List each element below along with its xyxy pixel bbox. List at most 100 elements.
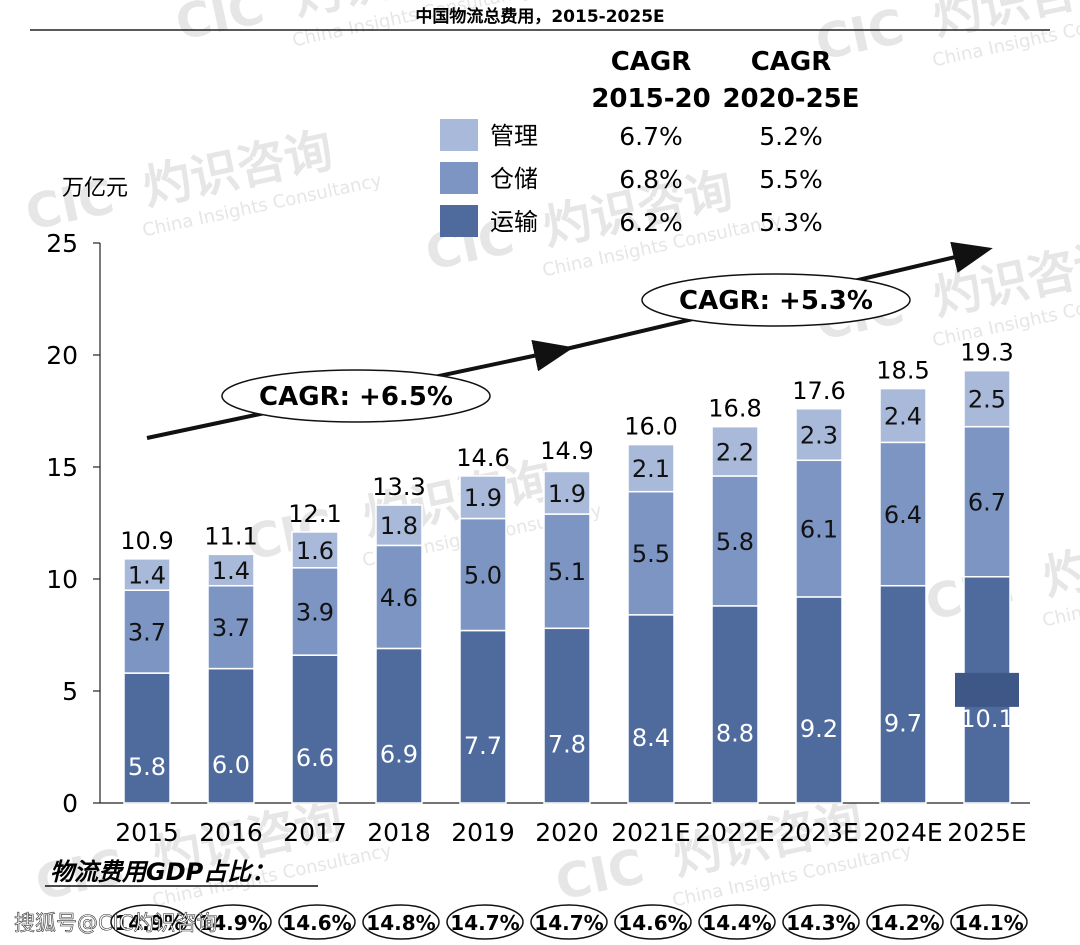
chart-title: 中国物流总费用，2015-2025E — [415, 6, 664, 27]
bar-value-label: 9.2 — [800, 715, 838, 743]
y-tick-label: 20 — [46, 341, 78, 370]
gdp-ratio-value: 14.6% — [282, 911, 351, 935]
cagr-right-ellipse — [641, 273, 911, 327]
bar-value-label: 7.7 — [464, 732, 502, 760]
bar-value-label: 6.6 — [296, 744, 334, 772]
bar-segment — [123, 558, 171, 591]
bar-segment — [207, 584, 255, 670]
bar-value-label: 1.8 — [380, 512, 418, 540]
gdp-ratio-value: 14.6% — [618, 911, 687, 935]
bar-value-label: 6.1 — [800, 516, 838, 544]
footer: 搜狐号@CIC灼识咨询 — [14, 911, 218, 936]
bar-value-label: 7.8 — [548, 731, 586, 759]
bar-segment — [459, 475, 507, 520]
bar-total-label: 12.1 — [288, 500, 341, 528]
x-tick-label: 2019 — [451, 818, 515, 847]
bar-value-label: 8.4 — [632, 724, 670, 752]
cagr-value: 6.2% — [619, 208, 683, 237]
gdp-ratio-ellipse — [362, 904, 440, 940]
bar-value-label: 1.4 — [128, 562, 166, 590]
bar-value-label: 8.8 — [716, 719, 754, 747]
bar-value-label: 3.7 — [128, 619, 166, 647]
x-tick-label: 2016 — [199, 818, 263, 847]
bar-segment — [879, 387, 927, 444]
bar-total-label: 14.6 — [456, 444, 509, 472]
cagr-header-line1: CAGR — [611, 47, 692, 77]
legend-swatch — [440, 162, 478, 194]
bar-value-label: 1.9 — [464, 484, 502, 512]
value-label-box — [955, 672, 1019, 707]
legend-swatch — [440, 205, 478, 237]
cagr-value: 6.7% — [619, 122, 683, 151]
cagr-left-text: CAGR: +6.5% — [259, 382, 453, 412]
x-tick-label: 2018 — [367, 818, 431, 847]
bar-total-label: 19.3 — [960, 339, 1013, 367]
bar-segment — [711, 425, 759, 477]
legend-swatch — [440, 119, 478, 151]
x-tick-label: 2022E — [695, 818, 774, 847]
cagr-header-line2: 2020-25E — [722, 84, 859, 114]
bar-value-label: 6.7 — [968, 489, 1006, 517]
source-credit: 搜狐号@CIC灼识咨询 — [14, 911, 218, 935]
watermark-cn: 灼识咨询 — [1038, 512, 1080, 607]
bar-segment — [795, 596, 843, 804]
bar-value-label: 2.2 — [716, 438, 754, 466]
gdp-ratio-ellipse — [698, 904, 776, 940]
cagr-value: 5.3% — [759, 208, 823, 237]
cagr-value: 6.8% — [619, 165, 683, 194]
x-tick-label: 2015 — [115, 818, 179, 847]
legend-label: 仓储 — [490, 165, 538, 193]
watermark-brand: CIC — [171, 0, 269, 52]
gdp-ratio-row: 物流费用GDP占比： 14.9% 14.9% 14.6% 14.8% 14.7% 14.7%… — [45, 858, 1028, 940]
cagr-left-ellipse — [221, 369, 491, 423]
bar-total-label: 18.5 — [876, 357, 929, 385]
bar-value-label: 4.6 — [380, 584, 418, 612]
bar-segment — [795, 408, 843, 462]
y-unit-label: 万亿元 — [62, 176, 128, 201]
cagr-value: 5.2% — [759, 122, 823, 151]
bar-segment — [207, 667, 255, 804]
bar-total-label: 14.9 — [540, 437, 593, 465]
bar-segment — [543, 470, 591, 515]
gdp-ratio-value: 14.7% — [534, 911, 603, 935]
bar-total-label: 16.0 — [624, 413, 677, 441]
bar-value-label: 2.1 — [632, 455, 670, 483]
y-tick-label: 5 — [62, 677, 78, 706]
bar-segment — [543, 627, 591, 804]
gdp-ratio-label: 物流费用GDP占比： — [50, 858, 275, 886]
bar-value-label: 5.8 — [128, 753, 166, 781]
bar-segment — [123, 672, 171, 804]
cagr-value: 5.5% — [759, 165, 823, 194]
gdp-ratio-value: 14.8% — [366, 911, 435, 935]
cagr-right-text: CAGR: +5.3% — [679, 286, 873, 316]
bar-value-label: 5.1 — [548, 558, 586, 586]
bar-total-label: 10.9 — [120, 527, 173, 555]
bar-segment — [963, 369, 1011, 428]
gdp-ratio-value: 14.2% — [870, 911, 939, 935]
bar-segment — [543, 513, 591, 630]
bar-value-label: 2.4 — [884, 402, 922, 430]
bar-value-label: 6.0 — [212, 751, 250, 779]
bar-segment — [459, 629, 507, 804]
x-tick-label: 2020 — [535, 818, 599, 847]
bar-segment — [207, 553, 255, 587]
gdp-ratio-ellipse — [194, 904, 272, 940]
bars: 5.8 3.7 1.4 10.9 6.0 3.7 1.4 11.1 6.6 3.9 1.6 12.1 6… — [120, 339, 1019, 804]
bar-total-label: 17.6 — [792, 377, 845, 405]
gdp-ratio-value: 14.7% — [450, 911, 519, 935]
x-tick-label: 2021E — [611, 818, 690, 847]
bar-segment — [375, 504, 423, 547]
bar-value-label: 2.3 — [800, 422, 838, 450]
gdp-ratio-ellipse — [278, 904, 356, 940]
legend-label: 管理 — [490, 122, 538, 150]
gdp-ratio-ellipse — [446, 904, 524, 940]
bar-segment — [627, 443, 675, 493]
bar-segment — [711, 475, 759, 607]
bar-value-label: 3.9 — [296, 598, 334, 626]
bar-value-label: 5.5 — [632, 540, 670, 568]
bar-segment — [879, 584, 927, 804]
bar-segment — [963, 425, 1011, 578]
x-tick-label: 2017 — [283, 818, 347, 847]
x-tick-label: 2024E — [863, 818, 942, 847]
